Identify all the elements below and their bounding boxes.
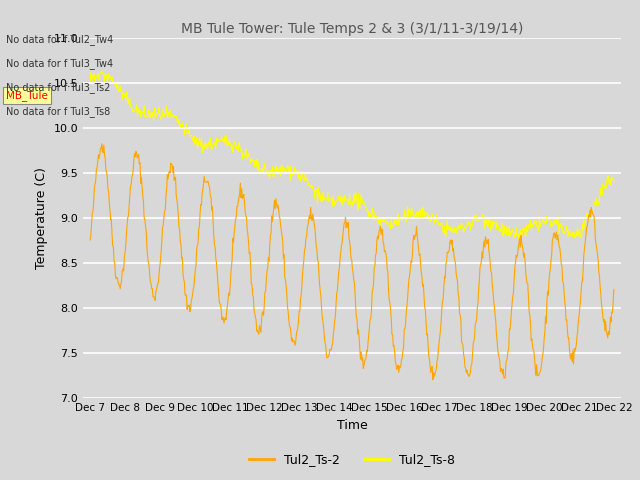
Title: MB Tule Tower: Tule Temps 2 & 3 (3/1/11-3/19/14): MB Tule Tower: Tule Temps 2 & 3 (3/1/11-… <box>181 22 523 36</box>
Text: No data for f Tul3_Ts2: No data for f Tul3_Ts2 <box>6 82 111 93</box>
Legend: Tul2_Ts-2, Tul2_Ts-8: Tul2_Ts-2, Tul2_Ts-8 <box>244 448 460 471</box>
X-axis label: Time: Time <box>337 419 367 432</box>
Text: No data for f Tul3_Ts8: No data for f Tul3_Ts8 <box>6 106 111 117</box>
Text: No data for f Tul2_Tw4: No data for f Tul2_Tw4 <box>6 34 114 45</box>
Y-axis label: Temperature (C): Temperature (C) <box>35 168 48 269</box>
Text: No data for f Tul3_Tw4: No data for f Tul3_Tw4 <box>6 58 113 69</box>
Text: MB_Tule: MB_Tule <box>6 90 48 101</box>
